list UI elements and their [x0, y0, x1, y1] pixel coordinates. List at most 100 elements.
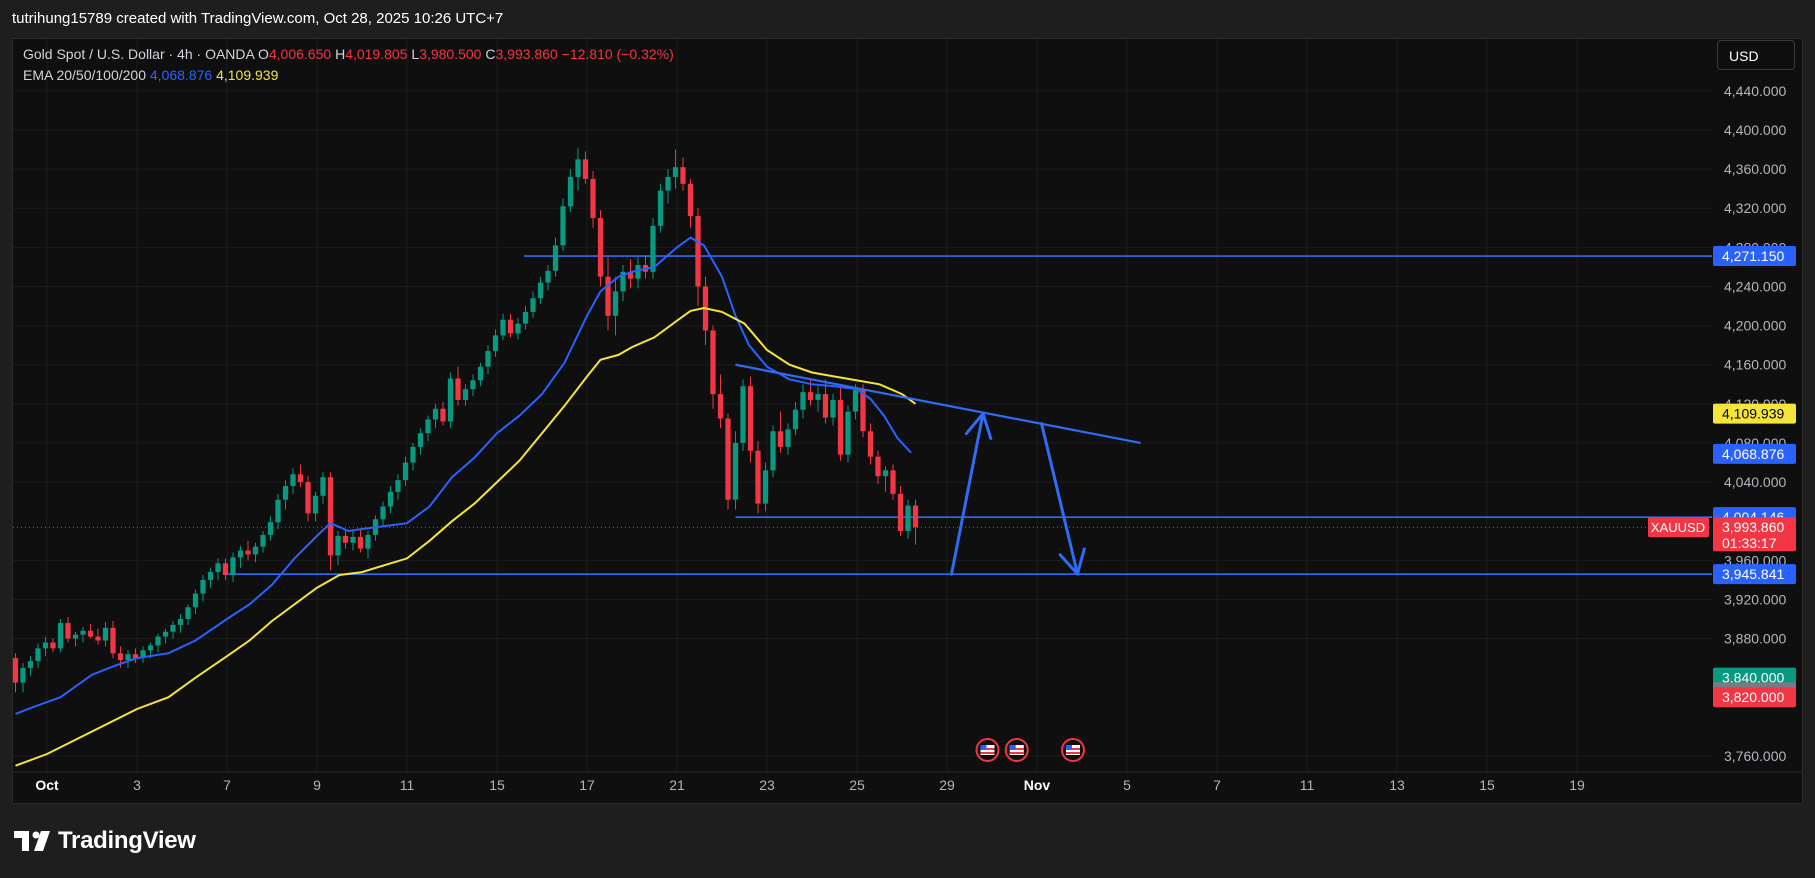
candle-body[interactable] [537, 282, 544, 299]
price-axis-marker[interactable] [1713, 564, 1796, 585]
candle-body[interactable] [102, 627, 109, 641]
candle-body[interactable] [762, 470, 769, 504]
candle-body[interactable] [380, 506, 386, 520]
price-axis-marker[interactable] [1713, 246, 1796, 267]
candle-body[interactable] [725, 418, 731, 500]
candle-body[interactable] [350, 536, 356, 543]
candle-body[interactable] [432, 408, 439, 420]
candle-body[interactable] [530, 298, 536, 312]
candle-body[interactable] [222, 563, 229, 575]
candle-body[interactable] [875, 456, 881, 477]
chart-frame[interactable] [12, 38, 1803, 804]
candle-body[interactable] [147, 645, 154, 651]
candle-body[interactable] [387, 491, 394, 507]
candle-body[interactable] [65, 622, 71, 639]
tradingview-logo[interactable]: TradingView [14, 826, 196, 856]
candle-body[interactable] [342, 535, 349, 543]
candle-body[interactable] [507, 319, 514, 334]
candle-body[interactable] [635, 264, 641, 279]
trend-line[interactable] [735, 363, 1141, 445]
candle-body[interactable] [650, 225, 656, 272]
candle-body[interactable] [125, 654, 131, 661]
candle-body[interactable] [237, 550, 244, 558]
candle-body[interactable] [297, 474, 304, 483]
candle-body[interactable] [477, 366, 484, 381]
candle-body[interactable] [185, 607, 191, 619]
candle-body[interactable] [155, 636, 161, 646]
candle-body[interactable] [252, 546, 259, 555]
candle-body[interactable] [837, 399, 844, 455]
price-axis-marker[interactable] [1713, 403, 1796, 424]
price-axis-marker[interactable] [1713, 687, 1796, 708]
candle-body[interactable] [275, 499, 281, 523]
candle-body[interactable] [852, 390, 859, 412]
candle-body[interactable] [560, 206, 566, 246]
candle-body[interactable] [710, 330, 716, 395]
candle-body[interactable] [215, 563, 221, 573]
candle-body[interactable] [117, 653, 124, 661]
candle-body[interactable] [770, 431, 776, 471]
ema-indicator-label[interactable]: EMA 20/50/100/200 [23, 67, 146, 83]
candle-body[interactable] [912, 505, 919, 528]
candle-body[interactable] [732, 442, 739, 500]
candle-body[interactable] [845, 411, 851, 455]
candle-body[interactable] [395, 480, 401, 492]
candle-body[interactable] [132, 654, 139, 659]
candle-body[interactable] [35, 648, 41, 662]
candle-body[interactable] [605, 276, 611, 316]
candle-body[interactable] [545, 270, 551, 283]
candle-body[interactable] [522, 311, 529, 324]
candle-body[interactable] [140, 650, 146, 659]
candle-body[interactable] [492, 335, 499, 352]
candle-body[interactable] [417, 433, 424, 447]
candle-body[interactable] [590, 178, 596, 219]
candle-body[interactable] [807, 392, 814, 400]
candle-body[interactable] [792, 409, 799, 430]
candle-body[interactable] [72, 634, 79, 639]
candle-body[interactable] [312, 495, 319, 514]
candle-body[interactable] [830, 399, 836, 418]
candle-body[interactable] [20, 667, 26, 683]
up-arrow[interactable] [950, 412, 985, 576]
price-axis-marker[interactable] [1713, 517, 1796, 552]
candle-body[interactable] [440, 408, 446, 422]
candle-body[interactable] [740, 386, 746, 443]
candle-body[interactable] [822, 394, 829, 418]
candle-body[interactable] [687, 183, 694, 217]
down-arrow[interactable] [1040, 421, 1079, 576]
candle-body[interactable] [462, 389, 469, 400]
candle-body[interactable] [515, 323, 521, 334]
candle-body[interactable] [785, 429, 791, 447]
candle-body[interactable] [290, 474, 296, 486]
candle-body[interactable] [672, 167, 679, 177]
candle-body[interactable] [110, 627, 116, 654]
candle-body[interactable] [470, 380, 476, 390]
candle-body[interactable] [800, 392, 806, 410]
candle-body[interactable] [207, 572, 214, 580]
candle-body[interactable] [170, 624, 176, 632]
candle-body[interactable] [12, 658, 19, 683]
candle-body[interactable] [87, 630, 94, 637]
candle-body[interactable] [402, 462, 409, 481]
candle-body[interactable] [282, 485, 289, 500]
candle-body[interactable] [335, 535, 341, 556]
candle-body[interactable] [425, 419, 431, 434]
currency-button[interactable]: USD [1717, 40, 1795, 70]
price-axis-marker[interactable] [1713, 443, 1796, 464]
candle-body[interactable] [755, 450, 761, 504]
candle-body[interactable] [260, 534, 266, 547]
candle-body[interactable] [320, 477, 326, 496]
candle-body[interactable] [777, 431, 784, 447]
candle-body[interactable] [230, 557, 236, 575]
candle-body[interactable] [95, 636, 101, 641]
candle-body[interactable] [657, 190, 664, 226]
candle-body[interactable] [665, 176, 671, 191]
candle-body[interactable] [305, 482, 311, 514]
candle-body[interactable] [680, 167, 686, 184]
candle-body[interactable] [57, 622, 64, 649]
candle-body[interactable] [485, 351, 491, 367]
candle-body[interactable] [612, 291, 619, 316]
candle-body[interactable] [567, 176, 574, 207]
candle-body[interactable] [717, 394, 724, 419]
